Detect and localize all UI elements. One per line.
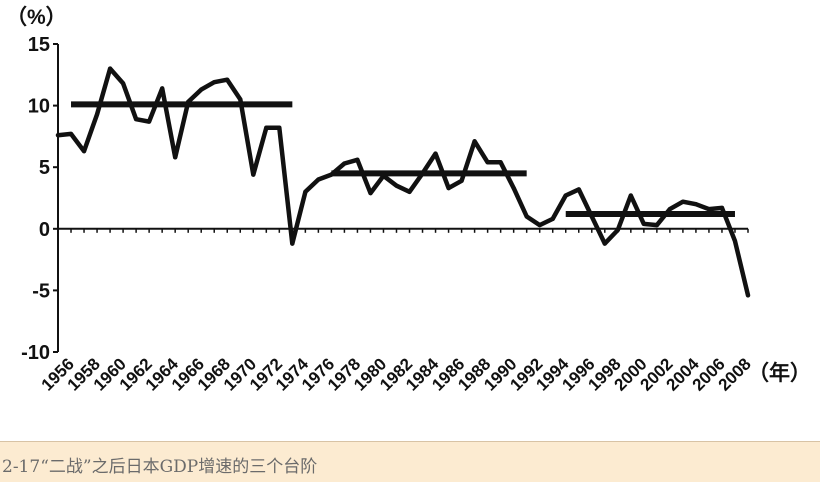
axes — [57, 44, 748, 352]
y-tick-label: 5 — [39, 157, 50, 179]
data-point — [459, 178, 464, 183]
data-point — [342, 161, 347, 166]
data-point — [511, 186, 516, 191]
gdp-growth-chart: （%） （年） 15 10 5 0 -5 -10 19561958196019621964… — [6, 5, 811, 395]
data-point — [602, 241, 607, 246]
data-point — [407, 189, 412, 194]
data-point — [680, 199, 685, 204]
caption-bar: 2-17“二战”之后日本GDP增速的三个台阶 — [0, 441, 820, 482]
data-point — [277, 125, 282, 130]
data-point — [654, 223, 659, 228]
data-point — [693, 202, 698, 207]
data-point — [316, 177, 321, 182]
figure-caption: 2-17“二战”之后日本GDP增速的三个台阶 — [2, 457, 318, 477]
data-point — [199, 87, 204, 92]
data-point — [537, 223, 542, 228]
x-ticks: 1956195819601962196419661968197019721974… — [38, 228, 755, 395]
data-point — [667, 207, 672, 212]
plateau-layer — [71, 101, 735, 218]
data-point — [108, 66, 113, 71]
data-point — [355, 157, 360, 162]
data-point — [225, 77, 230, 82]
data-point — [719, 205, 724, 210]
y-tick-label: -10 — [21, 342, 50, 364]
data-point — [173, 155, 178, 160]
x-axis-unit-label: （年） — [748, 361, 811, 385]
data-point — [251, 172, 256, 177]
y-tick-label: 0 — [39, 219, 50, 241]
data-point — [134, 117, 139, 122]
series-layer — [55, 66, 751, 298]
data-point — [56, 133, 60, 138]
data-point — [576, 187, 581, 192]
data-point — [95, 112, 100, 117]
data-point — [563, 193, 568, 198]
data-point — [212, 80, 217, 85]
data-point — [706, 207, 711, 212]
data-point — [446, 186, 451, 191]
y-axis-unit-label: （%） — [6, 5, 67, 29]
y-tick-label: 10 — [28, 96, 50, 118]
data-point — [746, 293, 750, 298]
data-point — [433, 151, 438, 156]
y-tick-label: 15 — [28, 34, 50, 56]
data-point — [303, 189, 308, 194]
data-point — [485, 160, 490, 165]
y-ticks: 15 10 5 0 -5 -10 — [21, 34, 58, 364]
data-point — [498, 160, 503, 165]
y-tick-label: -5 — [32, 280, 50, 302]
data-point — [550, 216, 555, 221]
data-point — [472, 139, 477, 144]
data-point — [368, 191, 373, 196]
data-point — [121, 81, 126, 86]
data-point — [264, 125, 269, 130]
data-point — [615, 228, 620, 233]
data-point — [238, 97, 243, 102]
data-point — [69, 131, 74, 136]
data-point — [641, 221, 646, 226]
data-point — [394, 183, 399, 188]
data-point — [524, 214, 529, 219]
data-point — [147, 119, 152, 124]
data-point — [290, 241, 295, 246]
data-point — [732, 239, 737, 244]
data-point — [628, 193, 633, 198]
data-point — [160, 86, 165, 91]
gdp-growth-line — [55, 66, 751, 298]
data-point — [82, 149, 87, 154]
